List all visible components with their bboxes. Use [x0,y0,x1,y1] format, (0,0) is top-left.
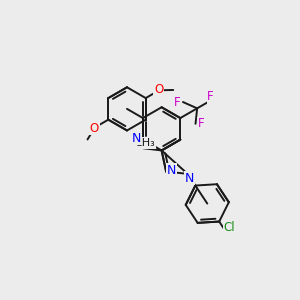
Text: O: O [154,83,163,96]
Text: F: F [198,117,204,130]
Text: N: N [184,172,194,184]
Text: O: O [90,122,99,135]
Text: CH₃: CH₃ [134,138,155,148]
Text: N: N [167,164,176,177]
Text: N: N [132,132,142,145]
Text: Cl: Cl [224,220,235,234]
Text: F: F [174,95,181,109]
Text: F: F [207,90,214,103]
